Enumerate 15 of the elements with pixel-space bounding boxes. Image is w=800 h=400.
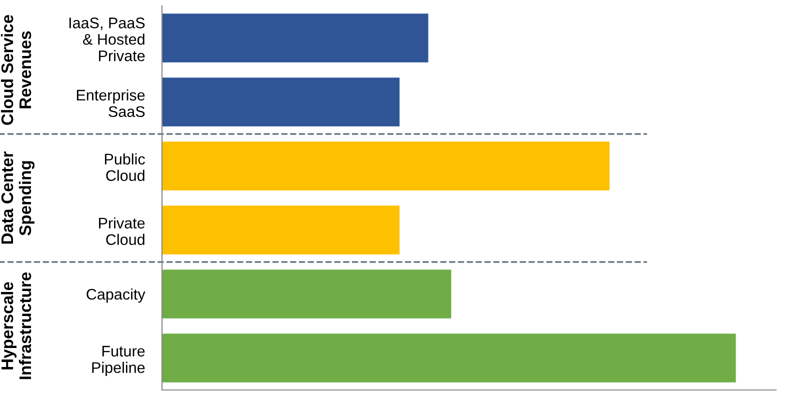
bar [162,78,400,126]
bar [162,142,610,190]
bar [162,334,736,382]
bar [162,14,428,62]
y-tick-label: Public Cloud [104,153,145,182]
y-tick-label: Enterprise SaaS [76,89,145,118]
y-tick-label: Private Cloud [99,217,145,246]
bar [162,206,400,254]
bar [162,270,452,318]
y-tick-label: IaaS, PaaS & Hosted Private [69,18,145,62]
text: Data Center Spending [1,151,34,244]
y-tick-label: Capacity [86,288,146,303]
text: Hyperscale Infrastructure [0,272,32,380]
y-tick-label: Future Pipeline [92,346,145,376]
text: Cloud Service Revenues [0,14,32,125]
